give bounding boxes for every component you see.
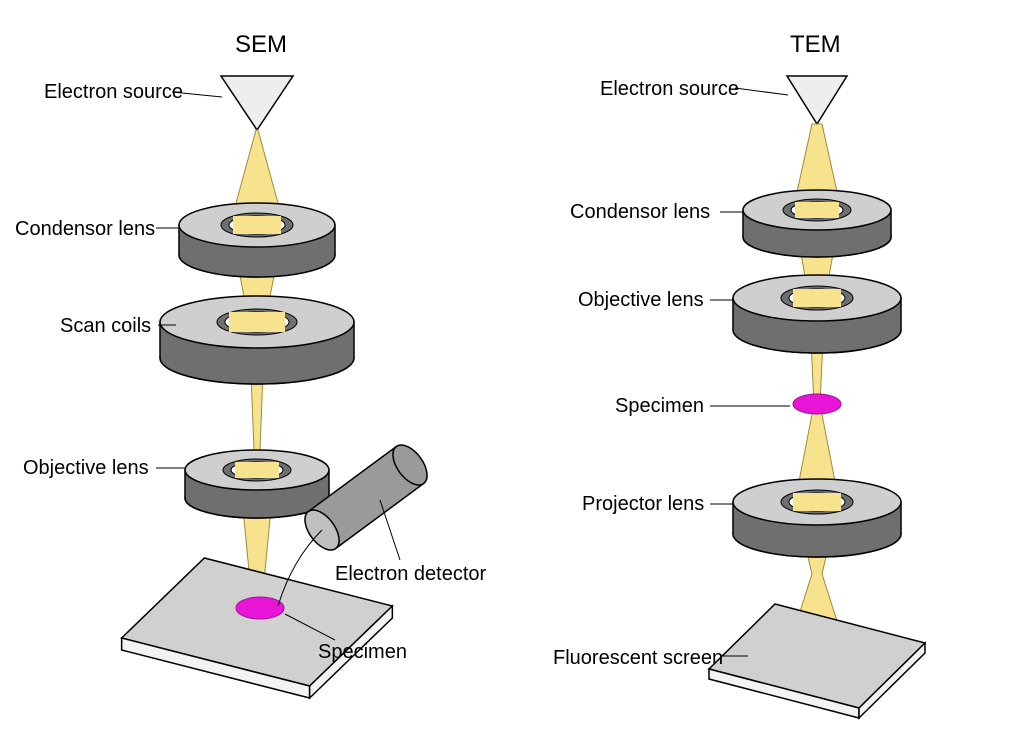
sem-title: SEM — [235, 31, 287, 58]
tem-lens-label-0: Condensor lens — [570, 201, 710, 223]
tem-source-label: Electron source — [600, 78, 739, 100]
tem-lens-label-1: Objective lens — [578, 289, 704, 311]
sem-lens-label-1: Scan coils — [60, 315, 151, 337]
tem-specimen — [793, 394, 841, 414]
sem-source-label: Electron source — [44, 81, 183, 103]
tem-lens-2 — [733, 479, 901, 557]
sem-specimen — [236, 597, 284, 619]
tem-screen-label: Fluorescent screen — [553, 647, 723, 669]
tem-title: TEM — [790, 31, 841, 58]
sem-specimen-label: Specimen — [318, 641, 407, 663]
sem-lens-2 — [185, 450, 329, 518]
beam-through-lens — [795, 202, 839, 218]
tem-screen — [709, 604, 925, 718]
sem-lens-1 — [160, 296, 354, 384]
tem-specimen-label: Specimen — [615, 395, 704, 417]
beam-through-lens — [793, 289, 841, 307]
beam-through-lens — [229, 312, 285, 332]
tem-lens-1 — [733, 275, 901, 353]
sem-detector-label: Electron detector — [335, 563, 487, 585]
sem-lens-0 — [179, 203, 335, 277]
sem-lens-label-0: Condensor lens — [15, 218, 155, 240]
sem-electron-source — [221, 76, 293, 130]
sem-lens-label-2: Objective lens — [23, 457, 149, 479]
tem-electron-source — [787, 76, 847, 124]
beam-through-lens — [233, 216, 281, 234]
tem-lens-0 — [743, 190, 891, 257]
beam-through-lens — [235, 462, 279, 478]
beam-through-lens — [793, 493, 841, 511]
leader — [735, 88, 788, 95]
tem-lens-label-2: Projector lens — [582, 493, 704, 515]
